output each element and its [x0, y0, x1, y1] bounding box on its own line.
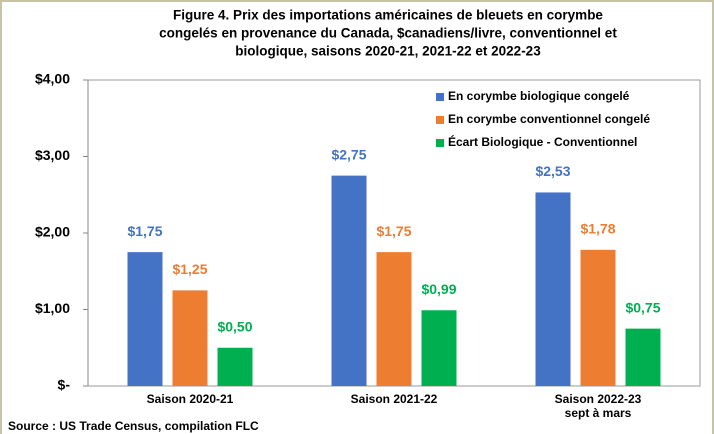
data-label: $2,75 [331, 146, 366, 162]
chart-title: biologique, saisons 2020-21, 2021-22 et … [235, 44, 541, 59]
bar [376, 252, 412, 386]
x-tick-label: Saison 2020-21 [146, 392, 234, 406]
data-label: $0,75 [625, 299, 660, 315]
bar [625, 328, 661, 386]
bar [127, 252, 163, 386]
chart-title: Figure 4. Prix des importations américai… [173, 8, 603, 23]
bar [580, 249, 616, 386]
legend-swatch [436, 139, 444, 147]
data-label: $1,25 [172, 261, 207, 277]
legend-label: En corymbe biologique congelé [448, 89, 630, 103]
y-tick-label: $1,00 [35, 300, 70, 316]
y-tick-label: $4,00 [35, 71, 70, 87]
data-label: $1,75 [127, 223, 162, 239]
bar [217, 347, 253, 386]
bar [172, 290, 208, 386]
data-label: $0,99 [421, 281, 456, 297]
chart-title: congelés en provenance du Canada, $canad… [159, 26, 617, 41]
y-tick-label: $- [58, 377, 71, 393]
data-label: $1,78 [580, 221, 615, 237]
data-label: $2,53 [535, 163, 570, 179]
y-tick-label: $3,00 [35, 147, 70, 163]
source: Source : US Trade Census, compilation FL… [8, 419, 259, 433]
legend-label: En corymbe conventionnel congelé [448, 112, 650, 126]
bar [535, 192, 571, 386]
legend-swatch [436, 93, 444, 101]
data-label: $1,75 [376, 223, 411, 239]
data-label: $0,50 [217, 318, 252, 334]
x-tick-label: Saison 2022-23 sept à mars [554, 392, 642, 420]
legend-swatch [436, 116, 444, 124]
bar [421, 310, 457, 386]
bar [331, 175, 367, 386]
legend-label: Écart Biologique - Conventionnel [448, 134, 637, 149]
y-tick-label: $2,00 [35, 224, 70, 240]
x-tick-label: Saison 2021-22 [350, 392, 438, 406]
